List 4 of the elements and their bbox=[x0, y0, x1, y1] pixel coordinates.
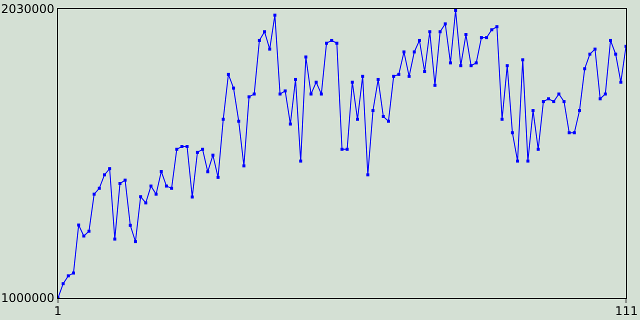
x-tick-label: 111 bbox=[615, 304, 638, 318]
x-tick-label: 1 bbox=[54, 304, 62, 318]
y-tick-label: 1000000 bbox=[1, 291, 54, 305]
y-tick-label: 2030000 bbox=[1, 2, 54, 16]
